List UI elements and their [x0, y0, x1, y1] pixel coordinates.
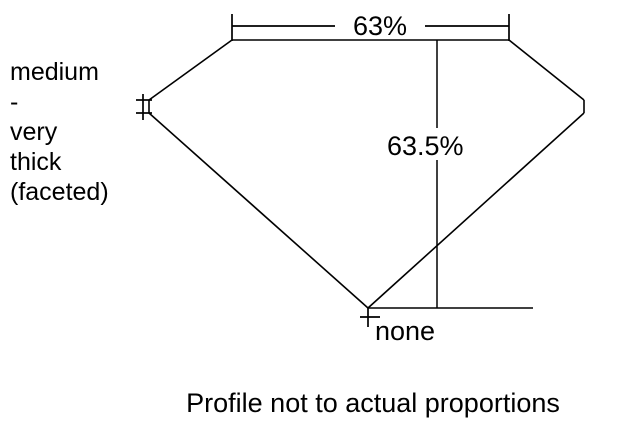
pavilion-right-slope: [367, 112, 585, 309]
culet-label: none: [375, 316, 435, 346]
table-percent-label: 63%: [353, 11, 407, 41]
girdle-label-line-3: very: [10, 118, 58, 146]
pavilion-left-slope: [148, 112, 369, 309]
girdle-label-line-2: -: [10, 88, 18, 116]
crown-left-slope: [148, 39, 233, 101]
girdle-label-line-5: (faceted): [10, 178, 109, 206]
girdle-label-line-1: medium: [10, 58, 99, 86]
girdle-label-line-4: thick: [10, 148, 62, 176]
profile-caption: Profile not to actual proportions: [186, 388, 560, 418]
crown-right-slope: [508, 39, 585, 101]
depth-percent-label: 63.5%: [387, 131, 464, 161]
depth-dim-label-mask: [385, 128, 493, 160]
table-dim-label-mask: [335, 8, 425, 38]
